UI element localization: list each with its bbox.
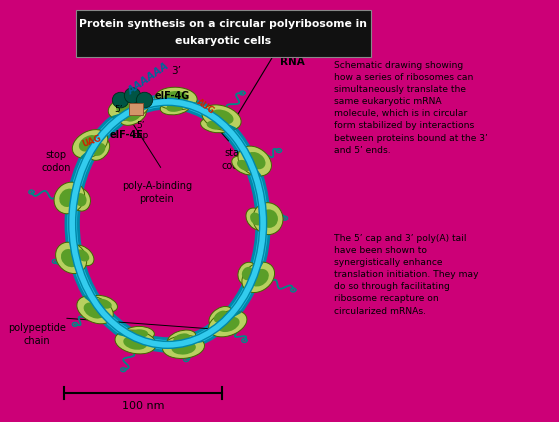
Ellipse shape [173,333,190,343]
Ellipse shape [201,118,230,133]
Text: 5’: 5’ [115,105,123,114]
Ellipse shape [246,208,267,230]
Ellipse shape [164,91,188,105]
Ellipse shape [260,209,278,228]
Ellipse shape [214,311,228,322]
Ellipse shape [112,92,129,108]
Text: poly-A-binding
protein: poly-A-binding protein [122,181,192,204]
Ellipse shape [237,160,252,171]
Ellipse shape [84,302,105,319]
FancyBboxPatch shape [129,103,143,115]
Text: messenger: messenger [280,42,334,52]
Ellipse shape [172,341,196,354]
Text: Schematic drawing showing
how a series of ribosomes can
simultaneously translate: Schematic drawing showing how a series o… [334,61,488,155]
Text: 100 nm: 100 nm [122,401,164,411]
Text: stop
codon: stop codon [41,150,70,173]
Text: eIF-4E: eIF-4E [110,130,144,140]
Text: UAG: UAG [80,133,102,149]
Ellipse shape [242,267,253,280]
Ellipse shape [250,213,262,225]
Ellipse shape [89,139,110,160]
FancyBboxPatch shape [76,10,371,57]
Ellipse shape [238,262,257,285]
Ellipse shape [209,311,247,337]
Ellipse shape [238,146,272,176]
Text: eIF-4G: eIF-4G [154,91,190,101]
Text: eukaryotic cells: eukaryotic cells [175,36,271,46]
Ellipse shape [79,135,100,151]
Ellipse shape [93,143,106,156]
Text: AUG: AUG [195,97,216,116]
Ellipse shape [124,336,147,350]
Ellipse shape [71,189,91,211]
Ellipse shape [155,87,197,110]
Ellipse shape [75,193,87,206]
Ellipse shape [75,249,89,262]
Text: Protein synthesis on a circular polyribosome in: Protein synthesis on a circular polyribo… [79,19,367,29]
Ellipse shape [202,105,241,130]
Ellipse shape [59,189,77,207]
Ellipse shape [211,109,234,124]
Text: polypeptide
chain: polypeptide chain [8,323,65,346]
Ellipse shape [124,326,154,341]
Text: 5’
cap: 5’ cap [132,121,149,140]
Ellipse shape [209,306,233,327]
Ellipse shape [160,100,190,115]
Ellipse shape [253,203,283,235]
Ellipse shape [232,156,257,175]
Ellipse shape [166,103,184,112]
Ellipse shape [54,182,84,214]
Ellipse shape [246,152,266,169]
Text: 3’: 3’ [171,66,181,76]
Text: AAAAAA: AAAAAA [126,61,171,97]
Ellipse shape [130,329,148,338]
Text: start
codon: start codon [221,148,250,171]
Ellipse shape [71,245,94,266]
Ellipse shape [55,242,87,273]
Ellipse shape [207,121,224,130]
Ellipse shape [96,299,112,309]
Ellipse shape [217,316,240,332]
Ellipse shape [250,269,269,287]
Ellipse shape [163,335,205,358]
Ellipse shape [108,96,149,120]
Ellipse shape [136,92,153,108]
Ellipse shape [116,100,140,114]
Ellipse shape [125,111,141,122]
Ellipse shape [115,330,156,354]
Ellipse shape [242,262,274,292]
Text: RNA: RNA [280,57,304,67]
Text: The 5’ cap and 3’ poly(A) tail
have been shown to
synergistically enhance
transl: The 5’ cap and 3’ poly(A) tail have been… [334,234,479,316]
Ellipse shape [72,130,108,158]
Ellipse shape [124,88,141,103]
Ellipse shape [120,107,146,125]
Ellipse shape [77,296,113,324]
Ellipse shape [89,295,117,312]
Ellipse shape [61,249,79,267]
Ellipse shape [168,330,196,346]
